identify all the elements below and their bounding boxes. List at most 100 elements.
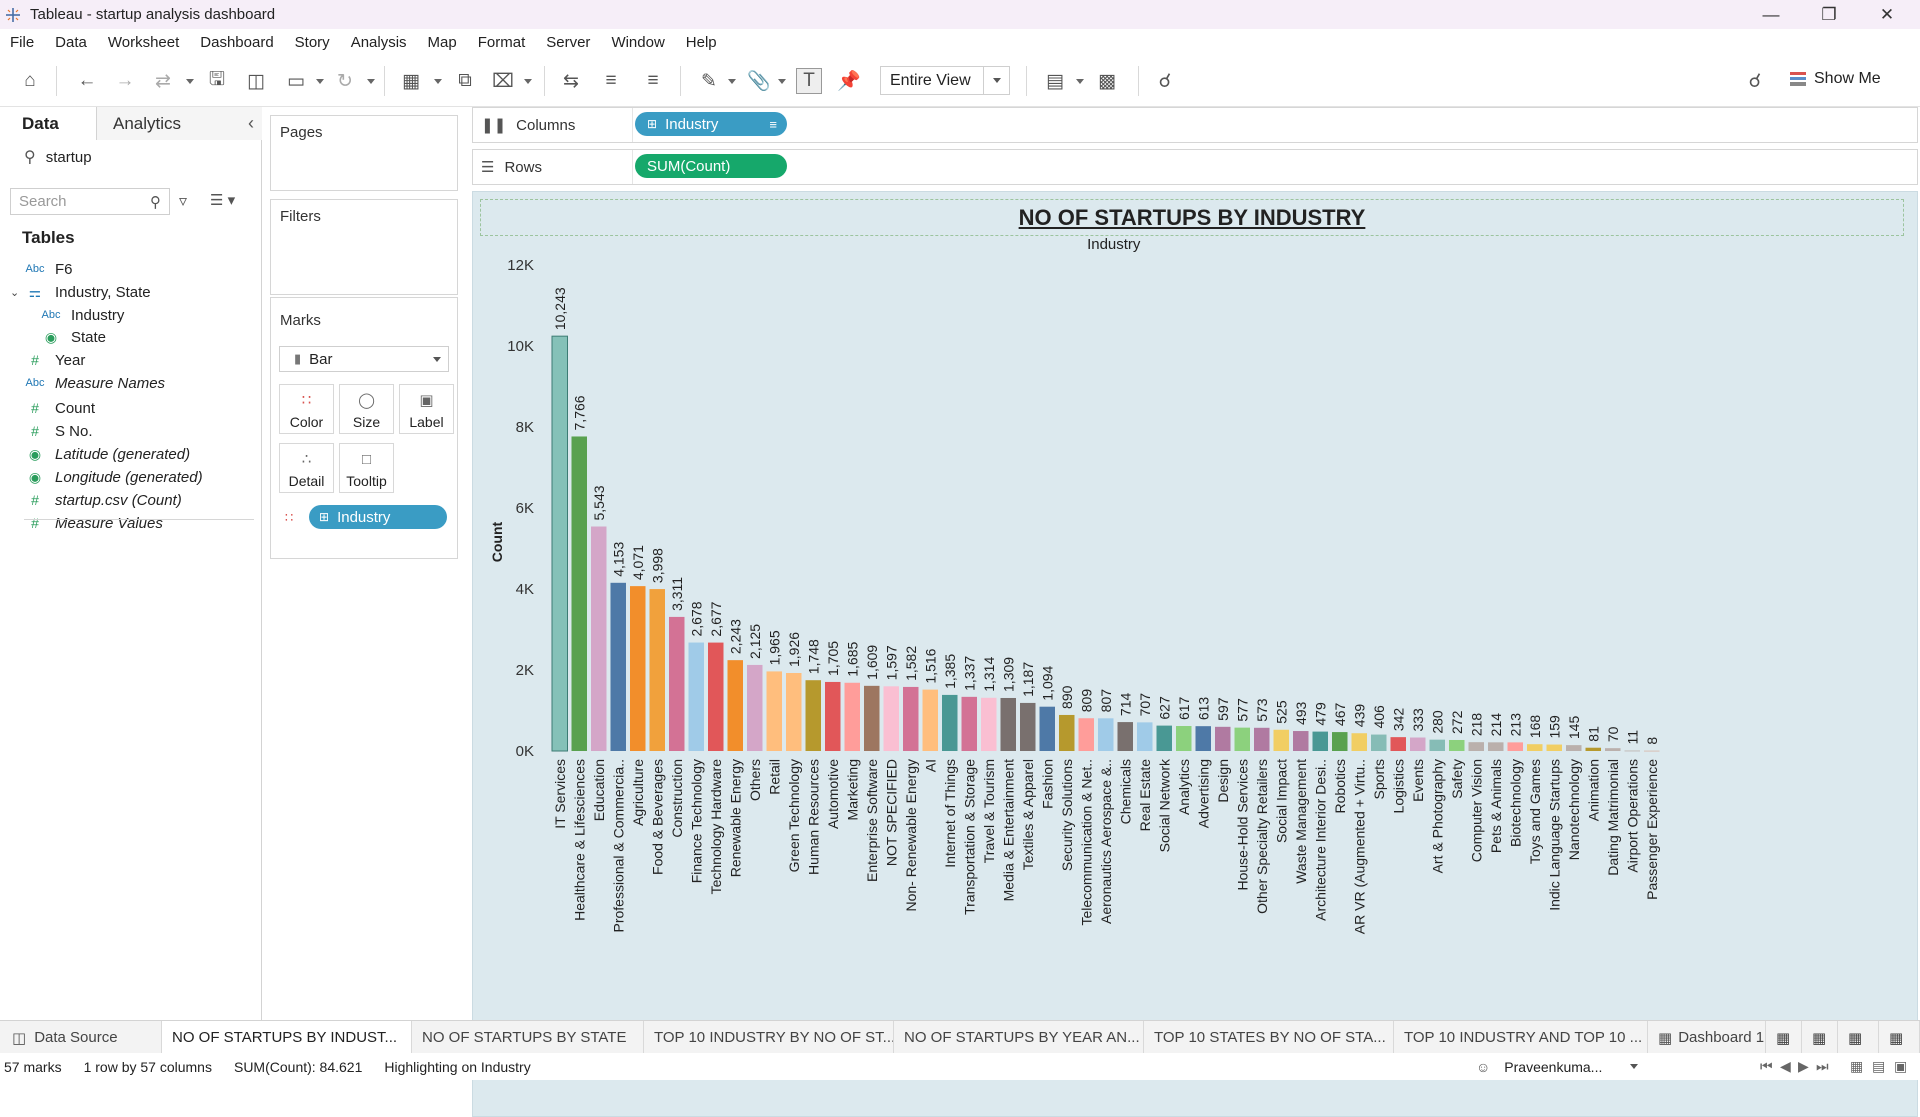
field-item[interactable]: ◉ Latitude (generated) <box>24 443 190 465</box>
filter-fields-icon[interactable]: ▿ <box>179 193 188 210</box>
bar[interactable] <box>1156 725 1173 751</box>
label-button[interactable]: ▣ Label <box>399 384 454 434</box>
bar[interactable] <box>1585 747 1602 751</box>
redo-icon[interactable]: → <box>115 70 135 91</box>
bar[interactable] <box>1429 739 1446 751</box>
new-dashboard-tab-icon[interactable]: ▦ <box>1838 1021 1879 1054</box>
field-item[interactable]: # Measure Values <box>24 512 163 534</box>
detail-button[interactable]: ∴ Detail <box>279 443 334 493</box>
bar[interactable] <box>922 689 939 751</box>
bar[interactable] <box>1468 742 1485 751</box>
bar[interactable] <box>942 694 958 751</box>
new-worksheet-icon[interactable]: ▦ <box>402 70 420 92</box>
menu-analysis[interactable]: Analysis <box>350 33 407 51</box>
menu-help[interactable]: Help <box>685 33 717 51</box>
group-members-icon[interactable]: 📎 <box>747 71 771 92</box>
fix-axes-icon[interactable]: 📌 <box>837 71 861 92</box>
bar[interactable] <box>903 686 919 751</box>
presentation-mode-icon[interactable]: ▩ <box>1098 70 1116 92</box>
field-item[interactable]: Abc F6 <box>24 258 73 280</box>
color-industry-pill[interactable]: ⊞ Industry <box>309 505 447 529</box>
search-input[interactable]: Search ⚲ <box>10 188 170 215</box>
status-user[interactable]: ☺ Praveenkuma... <box>1472 1059 1656 1075</box>
bar[interactable] <box>551 335 568 752</box>
field-item[interactable]: ◉ State <box>40 326 106 348</box>
columns-industry-pill[interactable]: ⊞ Industry ≡ <box>635 112 787 136</box>
filters-card[interactable]: Filters <box>270 199 458 295</box>
sort-descending-icon[interactable]: ≡ <box>647 70 659 91</box>
bar[interactable] <box>786 672 802 751</box>
minimize-icon[interactable]: — <box>1762 4 1780 24</box>
field-item[interactable]: # Year <box>24 349 85 371</box>
save-icon[interactable]: 🖫 <box>208 69 226 90</box>
datasource-item[interactable]: ⚲ startup <box>24 147 92 167</box>
grid-view-icon[interactable]: ▦ <box>1850 1058 1864 1074</box>
field-item[interactable]: Abc Industry <box>40 304 125 326</box>
replay-dropdown-icon[interactable] <box>186 79 194 84</box>
field-item[interactable]: # Count <box>24 397 95 419</box>
bar[interactable] <box>727 660 744 751</box>
size-button[interactable]: ◯ Size <box>339 384 394 434</box>
menu-file[interactable]: File <box>10 33 35 51</box>
bar[interactable] <box>1527 744 1543 751</box>
sort-ascending-icon[interactable]: ≡ <box>605 70 617 91</box>
view-options-icon[interactable]: ☰ ▾ <box>210 192 236 209</box>
pages-card[interactable]: Pages <box>270 115 458 191</box>
bar[interactable] <box>766 671 783 751</box>
bar[interactable] <box>1098 718 1114 751</box>
restore-icon[interactable]: ❐ <box>1821 4 1837 24</box>
bar[interactable] <box>883 686 900 751</box>
bar[interactable] <box>591 526 607 751</box>
bar[interactable] <box>649 589 666 751</box>
bar[interactable] <box>1488 742 1504 751</box>
field-item[interactable]: # startup.csv (Count) <box>24 489 182 511</box>
show-me-button[interactable]: Show Me <box>1790 70 1881 88</box>
list-view-icon[interactable]: ▤ <box>1872 1058 1886 1074</box>
bar[interactable] <box>1624 750 1641 752</box>
tab-top10-industry[interactable]: TOP 10 INDUSTRY BY NO OF ST... <box>644 1021 894 1054</box>
rows-sum-count-pill[interactable]: SUM(Count) <box>635 154 787 178</box>
menu-data[interactable]: Data <box>55 33 87 51</box>
bar[interactable] <box>747 664 763 751</box>
bar[interactable] <box>1644 750 1660 752</box>
pause-updates-icon[interactable]: ▭ <box>287 70 305 92</box>
bar[interactable] <box>1215 726 1231 751</box>
bar[interactable] <box>961 696 978 751</box>
bar[interactable] <box>571 436 588 751</box>
bar[interactable] <box>844 682 861 751</box>
prev-sheet-icon[interactable]: ◀ <box>1780 1058 1791 1074</box>
field-item[interactable]: ⌄ ⚎ Industry, State <box>10 281 151 303</box>
show-cards-icon[interactable]: ▤ <box>1046 70 1064 92</box>
bar[interactable] <box>1137 722 1153 751</box>
bar[interactable] <box>1546 744 1563 751</box>
field-item[interactable]: Abc Measure Names <box>24 372 166 394</box>
bar[interactable] <box>1332 732 1348 751</box>
bar[interactable] <box>805 680 822 751</box>
bar[interactable] <box>1078 718 1095 751</box>
menu-map[interactable]: Map <box>427 33 457 51</box>
show-filmstrip-icon[interactable]: ▦ <box>1766 1021 1802 1054</box>
tab-view-icon[interactable]: ▣ <box>1894 1058 1908 1074</box>
new-datasource-icon[interactable]: ◫ <box>247 70 265 92</box>
bar[interactable] <box>1390 737 1407 751</box>
bar[interactable] <box>1507 742 1524 751</box>
bar[interactable] <box>1039 706 1056 751</box>
tab-startups-by-year[interactable]: NO OF STARTUPS BY YEAR AN... <box>894 1021 1144 1054</box>
share-icon[interactable]: ☌ <box>1158 70 1172 92</box>
bar[interactable] <box>1449 739 1465 751</box>
chart-title-box[interactable]: NO OF STARTUPS BY INDUSTRY <box>480 199 1904 236</box>
bar[interactable] <box>1254 727 1270 751</box>
bar[interactable] <box>669 616 685 751</box>
expand-caret-icon[interactable]: ⌄ <box>10 286 20 299</box>
bar[interactable] <box>1351 733 1368 751</box>
bar[interactable] <box>1117 722 1134 751</box>
bar[interactable] <box>1000 697 1017 751</box>
bar[interactable] <box>825 681 841 751</box>
new-worksheet-tab-icon[interactable]: ▦ <box>1802 1021 1838 1054</box>
tab-dashboard-1[interactable]: ▦ Dashboard 1 <box>1648 1021 1766 1054</box>
refresh-icon[interactable]: ↻ <box>337 70 353 92</box>
close-icon[interactable]: ✕ <box>1879 4 1895 24</box>
ask-data-icon[interactable]: ☌ <box>1748 70 1762 92</box>
swap-rows-columns-icon[interactable]: ⇆ <box>563 70 579 92</box>
bar[interactable] <box>1371 734 1387 751</box>
